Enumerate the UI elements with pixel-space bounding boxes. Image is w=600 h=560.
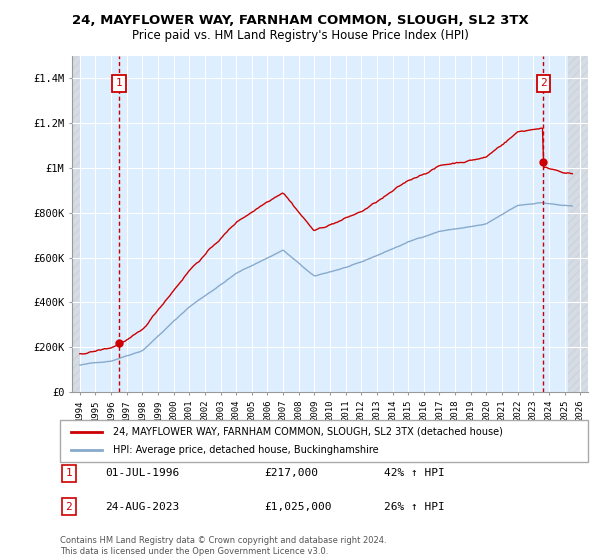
Bar [72,56,80,392]
Text: 2: 2 [65,502,73,512]
Text: 26% ↑ HPI: 26% ↑ HPI [384,502,445,512]
Text: HPI: Average price, detached house, Buckinghamshire: HPI: Average price, detached house, Buck… [113,445,379,455]
Text: 42% ↑ HPI: 42% ↑ HPI [384,468,445,478]
Text: 24, MAYFLOWER WAY, FARNHAM COMMON, SLOUGH, SL2 3TX: 24, MAYFLOWER WAY, FARNHAM COMMON, SLOUG… [71,14,529,27]
Bar [568,56,588,392]
Text: 1: 1 [116,78,122,88]
Text: 2: 2 [540,78,547,88]
Text: £217,000: £217,000 [264,468,318,478]
Text: £1,025,000: £1,025,000 [264,502,331,512]
Text: 24, MAYFLOWER WAY, FARNHAM COMMON, SLOUGH, SL2 3TX (detached house): 24, MAYFLOWER WAY, FARNHAM COMMON, SLOUG… [113,427,503,437]
Text: 01-JUL-1996: 01-JUL-1996 [105,468,179,478]
Text: Price paid vs. HM Land Registry's House Price Index (HPI): Price paid vs. HM Land Registry's House … [131,29,469,42]
Text: Contains HM Land Registry data © Crown copyright and database right 2024.
This d: Contains HM Land Registry data © Crown c… [60,536,386,556]
Text: 24-AUG-2023: 24-AUG-2023 [105,502,179,512]
FancyBboxPatch shape [60,420,588,462]
Text: 1: 1 [65,468,73,478]
